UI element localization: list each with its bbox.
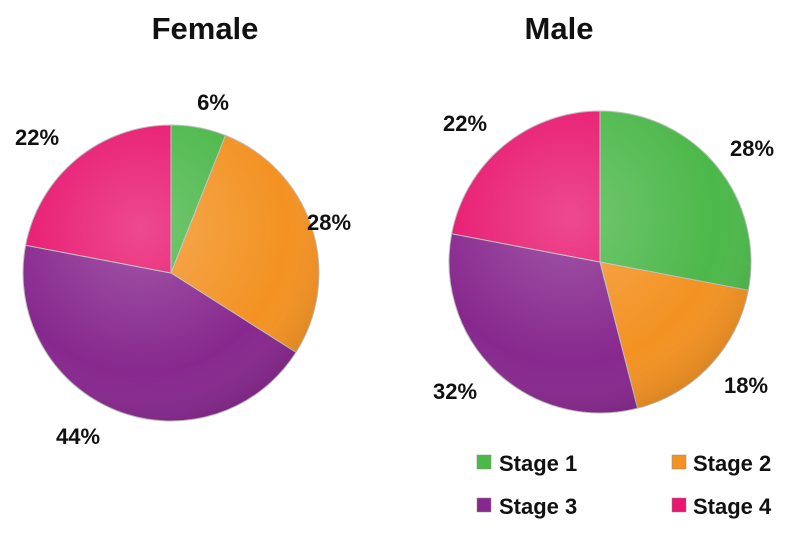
- male-label-stage-2: 18%: [724, 373, 768, 398]
- male-label-stage-3: 32%: [433, 379, 477, 404]
- legend-label-stage-3: Stage 3: [499, 494, 577, 519]
- female-label-stage-2: 28%: [307, 210, 351, 235]
- male-label-stage-4: 22%: [443, 111, 487, 136]
- legend-item-stage-1: Stage 1: [476, 451, 577, 476]
- legend-swatch-stage-3: [476, 497, 492, 513]
- male-label-stage-1: 28%: [730, 136, 774, 161]
- legend-swatch-stage-4: [671, 497, 687, 513]
- female-label-stage-4: 22%: [15, 125, 59, 150]
- female-label-stage-1: 6%: [197, 90, 229, 115]
- male-pie: [448, 110, 752, 414]
- male-chart-title: Male: [525, 11, 594, 46]
- legend-item-stage-4: Stage 4: [671, 494, 772, 519]
- legend-swatch-stage-2: [671, 454, 687, 470]
- legend-label-stage-1: Stage 1: [499, 451, 577, 476]
- legend: Stage 1 Stage 2 Stage 3 Stage 4: [476, 451, 772, 519]
- male-slice-stage-1: [599, 110, 752, 291]
- female-chart-title: Female: [152, 11, 259, 46]
- legend-swatch-stage-1: [476, 454, 492, 470]
- female-pie: [22, 124, 320, 422]
- female-chart: Female 6% 28% 44% 22%: [15, 11, 351, 449]
- legend-label-stage-2: Stage 2: [693, 451, 771, 476]
- legend-item-stage-2: Stage 2: [671, 451, 771, 476]
- female-label-stage-3: 44%: [56, 424, 100, 449]
- male-chart: Male 28% 18% 32% 22%: [433, 11, 774, 414]
- legend-label-stage-4: Stage 4: [693, 494, 772, 519]
- legend-item-stage-3: Stage 3: [476, 494, 577, 519]
